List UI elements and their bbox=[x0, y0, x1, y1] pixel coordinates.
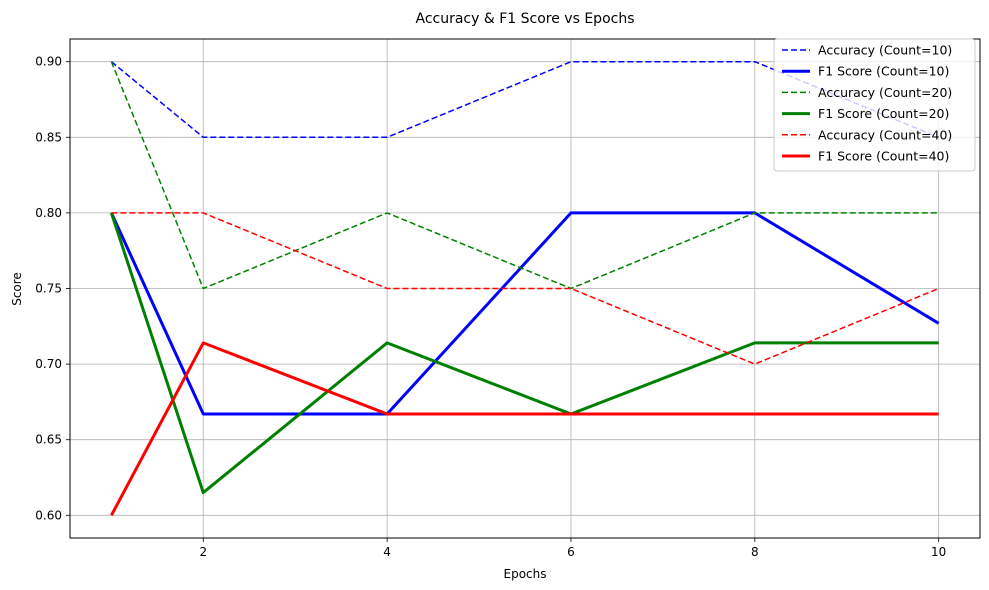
y-tick-label: 0.90 bbox=[35, 55, 62, 69]
legend: Accuracy (Count=10) F1 Score (Count=10) Ac… bbox=[773, 38, 976, 172]
legend-entry-label: Accuracy (Count=10) bbox=[818, 43, 952, 58]
y-axis-label: Score bbox=[10, 272, 24, 306]
y-tick-label: 0.70 bbox=[35, 357, 62, 371]
x-tick-label: 2 bbox=[199, 545, 207, 559]
x-tick-label: 8 bbox=[751, 545, 759, 559]
series-line-4 bbox=[109, 212, 939, 495]
series-line-2 bbox=[110, 211, 940, 416]
series-line-1 bbox=[110, 60, 939, 139]
series-layer bbox=[109, 60, 940, 517]
y-tick-label: 0.80 bbox=[35, 206, 62, 220]
y-tick-label: 0.65 bbox=[35, 433, 62, 447]
legend-entry-label: Accuracy (Count=40) bbox=[818, 127, 952, 142]
legend-entry-label: F1 Score (Count=10) bbox=[818, 64, 949, 79]
chart-title: Accuracy & F1 Score vs Epochs bbox=[416, 11, 635, 27]
x-tick-label: 4 bbox=[383, 545, 391, 559]
x-axis-label: Epochs bbox=[504, 567, 547, 581]
y-tick-label: 0.75 bbox=[35, 282, 62, 296]
y-tick-label: 0.85 bbox=[35, 130, 62, 144]
legend-entry-label: F1 Score (Count=20) bbox=[818, 106, 949, 121]
x-tick-label: 10 bbox=[931, 545, 946, 559]
legend-box bbox=[773, 38, 976, 172]
ticks: 2 4 6 8 10 0.60 0.65 0.70 0.75 0.80 0.85 0.90 bbox=[35, 55, 946, 559]
y-tick-label: 0.60 bbox=[35, 508, 62, 522]
series-line-5 bbox=[111, 212, 939, 365]
legend-entry-label: F1 Score (Count=40) bbox=[818, 149, 949, 164]
series-line-6 bbox=[110, 341, 939, 517]
series-line-3 bbox=[110, 61, 939, 290]
x-tick-label: 6 bbox=[567, 545, 575, 559]
legend-entry-label: Accuracy (Count=20) bbox=[818, 85, 952, 100]
